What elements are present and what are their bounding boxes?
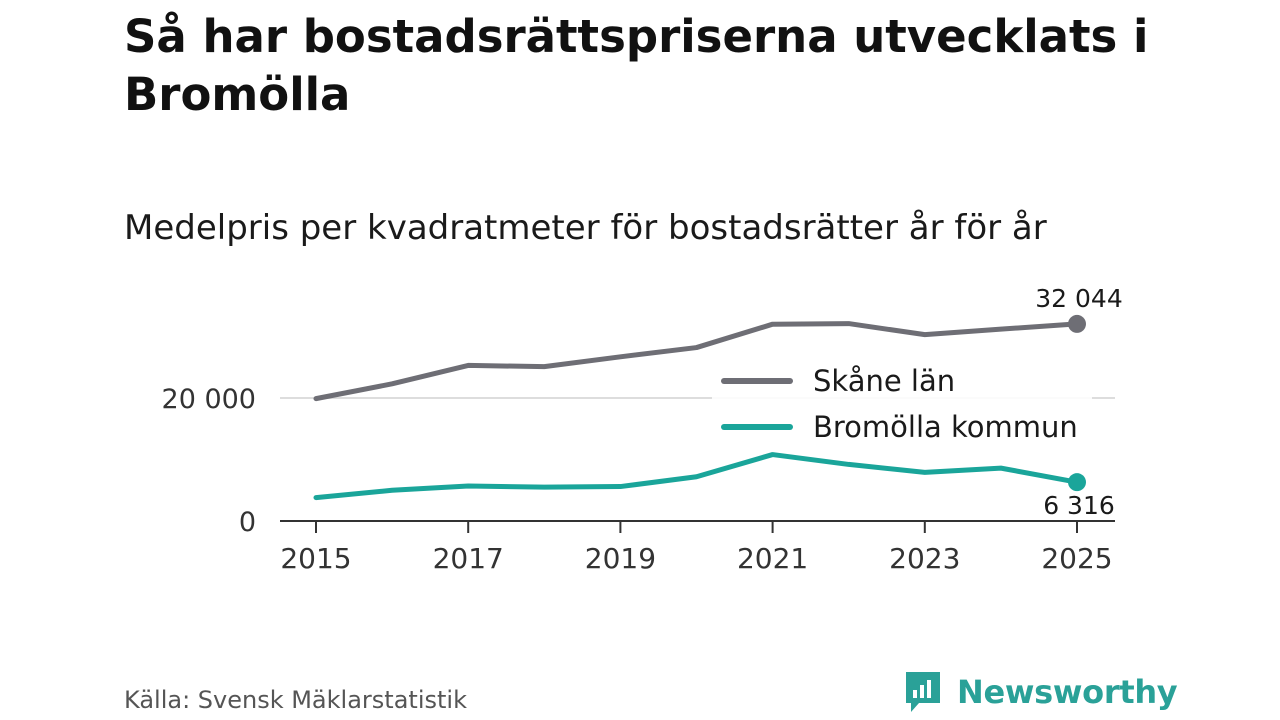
end-value-label: 6 316 [1043,491,1115,520]
end-value-label: 32 044 [1035,284,1122,313]
y-tick-label: 20 000 [162,384,256,415]
y-tick-label: 0 [239,507,256,538]
x-tick-label: 2021 [737,542,808,575]
bar-chart-speech-bubble-icon [906,672,940,712]
series-end-point [1068,473,1086,492]
series-end-point [1068,314,1086,333]
x-tick-label: 2019 [585,542,656,575]
brand-name: Newsworthy [957,673,1178,711]
legend-label: Skåne län [813,364,955,398]
legend-label: Bromölla kommun [813,410,1078,444]
newsworthy-logo[interactable]: Newsworthy [903,670,1178,714]
legend-background [712,356,1092,452]
x-tick-label: 2015 [280,542,351,575]
series-line-skane-lan [313,321,1080,402]
chart-subtitle: Medelpris per kvadratmeter för bostadsrä… [124,208,1047,248]
series-line-bromolla-kommun [313,452,1080,501]
chart-title: Så har bostadsrättspriserna utvecklats i… [124,10,1149,121]
x-tick-label: 2023 [889,542,960,575]
source-note: Källa: Svensk Mäklarstatistik [124,686,467,714]
x-tick-label: 2025 [1041,542,1112,575]
x-tick-label: 2017 [433,542,504,575]
